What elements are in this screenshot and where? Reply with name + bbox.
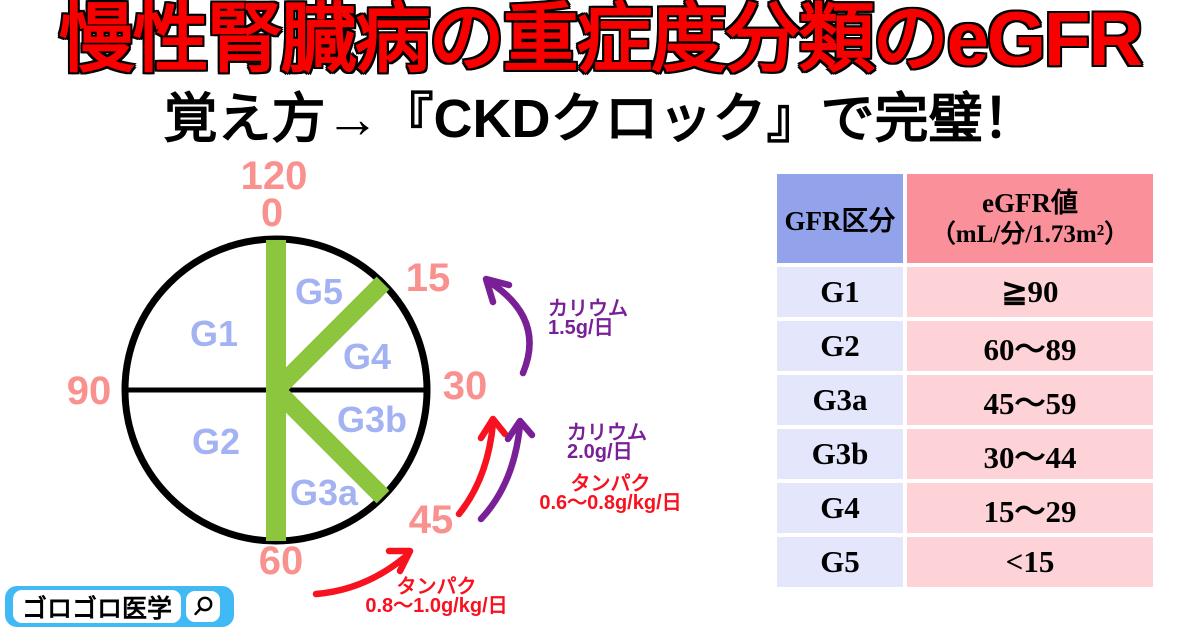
segment-label-g5: G5: [294, 271, 344, 312]
potassium-20-arrow: [477, 417, 536, 523]
table-range-cell: <15: [907, 537, 1153, 587]
table-grade-cell: G1: [777, 267, 903, 317]
clock-number-45: 45: [408, 498, 454, 542]
annotation-line: 0.8～1.0g/kg/日: [365, 595, 508, 617]
annotation-line: カリウム: [567, 422, 647, 444]
protein-0810-arrow: [312, 547, 414, 598]
magnifier-icon: [194, 596, 213, 615]
table-range-cell: ≧90: [907, 267, 1153, 317]
k-upper-diagonal: [269, 276, 390, 397]
annotation-line: 2.0g/日: [567, 441, 633, 463]
clock-number-15: 15: [405, 256, 451, 300]
table-grade-cell: G3b: [777, 429, 903, 479]
table-grade-cell: G5: [777, 537, 903, 587]
table-header-category: GFR区分: [777, 174, 903, 263]
brand-name: ゴロゴロ医学: [13, 590, 181, 623]
page-subtitle: 覚え方→『CKDクロック』で完璧！: [163, 89, 1037, 149]
clock-number-0: 0: [260, 191, 284, 235]
segment-label-g4: G4: [342, 336, 392, 377]
table-header-value: eGFR値 （mL/分/1.73m²）: [907, 174, 1153, 263]
table-range-cell: 60～89: [907, 321, 1153, 371]
page-title: 慢性腎臓病の重症度分類のeGFR: [58, 0, 1144, 82]
annotation-line: タンパク: [570, 473, 651, 495]
clock-number-90: 90: [66, 369, 112, 413]
clock-number-60: 60: [258, 539, 304, 583]
brand-badge: ゴロゴロ医学: [5, 586, 234, 627]
potassium-15-arrow: [482, 275, 533, 377]
table-grade-cell: G2: [777, 321, 903, 371]
search-button: [186, 591, 220, 622]
segment-label-g3a: G3a: [289, 472, 359, 513]
annotation-line: 1.5g/日: [548, 317, 614, 339]
annotation-potassium-20: カリウム 2.0g/日: [567, 422, 647, 463]
table-header-value-line2: （mL/分/1.73m²）: [930, 220, 1130, 248]
clock-number-120: 120: [240, 154, 308, 198]
clock-number-30: 30: [442, 364, 488, 408]
table-range-cell: 15～29: [907, 483, 1153, 533]
annotation-protein-0810: タンパク 0.8～1.0g/kg/日: [344, 576, 529, 617]
segment-label-g3b: G3b: [336, 399, 408, 440]
table-grade-cell: G4: [777, 483, 903, 533]
table-range-cell: 45～59: [907, 375, 1153, 425]
annotation-line: タンパク: [396, 576, 477, 598]
segment-label-g1: G1: [189, 313, 239, 354]
segment-label-g2: G2: [191, 421, 241, 462]
annotation-protein-0608: タンパク 0.6～0.8g/kg/日: [518, 473, 703, 514]
annotation-line: 0.6～0.8g/kg/日: [539, 492, 682, 514]
table-header-value-line1: eGFR値: [982, 187, 1078, 218]
table-grade-cell: G3a: [777, 375, 903, 425]
k-lower-diagonal: [269, 383, 390, 504]
annotation-potassium-15: カリウム 1.5g/日: [548, 298, 628, 339]
table-range-cell: 30～44: [907, 429, 1153, 479]
protein-0608-arrow: [455, 415, 509, 518]
annotation-line: カリウム: [548, 298, 628, 320]
gfr-table: GFR区分 eGFR値 （mL/分/1.73m²） G1 ≧90 G2 60～8…: [777, 174, 1153, 587]
